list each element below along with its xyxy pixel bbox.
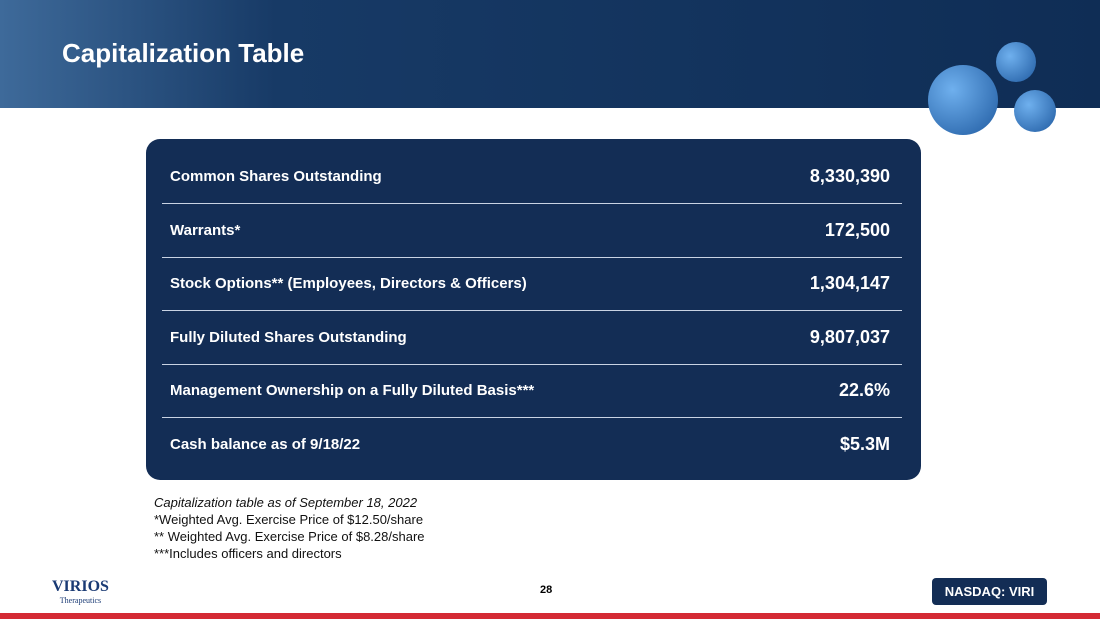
virus-icon: [928, 65, 998, 135]
row-label: Cash balance as of 9/18/22: [170, 435, 361, 453]
row-label: Management Ownership on a Fully Diluted …: [170, 382, 535, 399]
row-label: Stock Options** (Employees, Directors & …: [170, 275, 527, 292]
banner: [0, 0, 1100, 108]
row-label: Fully Diluted Shares Outstanding: [170, 328, 407, 346]
row-value: 8,330,390: [809, 166, 890, 186]
row-value: 172,500: [824, 219, 890, 240]
footer-line: [0, 613, 1100, 619]
note: *Weighted Avg. Exercise Price of $12.50/…: [154, 512, 424, 527]
virus-icon: [996, 42, 1036, 82]
table-row: Warrants* 172,500: [162, 204, 902, 258]
note: ***Includes officers and directors: [154, 546, 342, 561]
row-value: 9,807,037: [809, 326, 890, 347]
row-value: 1,304,147: [809, 273, 890, 293]
virus-icon: [1014, 90, 1056, 132]
table: Common Shares Outstanding 8,330,390 Warran…: [146, 139, 921, 480]
note: Capitalization table as of September 18,…: [154, 495, 418, 510]
row-label: Warrants*: [170, 221, 241, 239]
logo-sub: Therapeutics: [59, 596, 102, 605]
page-number: 28: [540, 584, 553, 596]
row-value: 22.6%: [838, 380, 890, 400]
row-label: Common Shares Outstanding: [170, 168, 382, 185]
title: Capitalization Table: [62, 38, 305, 68]
logo: VIRIOS Therapeutics: [52, 578, 109, 605]
note: ** Weighted Avg. Exercise Price of $8.28…: [154, 529, 425, 544]
table-row: Common Shares Outstanding 8,330,390: [162, 150, 902, 204]
table-row: Stock Options** (Employees, Directors & …: [162, 257, 902, 311]
table-row: Management Ownership on a Fully Diluted …: [162, 364, 902, 418]
table-row: Fully Diluted Shares Outstanding 9,807,03…: [162, 311, 902, 365]
ticker: NASDAQ: VIRI: [932, 578, 1047, 605]
notes: Capitalization table as of September 18,…: [154, 494, 425, 562]
row-value: $5.3M: [839, 433, 890, 454]
table-row: Cash balance as of 9/18/22 $5.3M: [162, 418, 902, 471]
logo-text: VIRIOS: [52, 578, 109, 595]
